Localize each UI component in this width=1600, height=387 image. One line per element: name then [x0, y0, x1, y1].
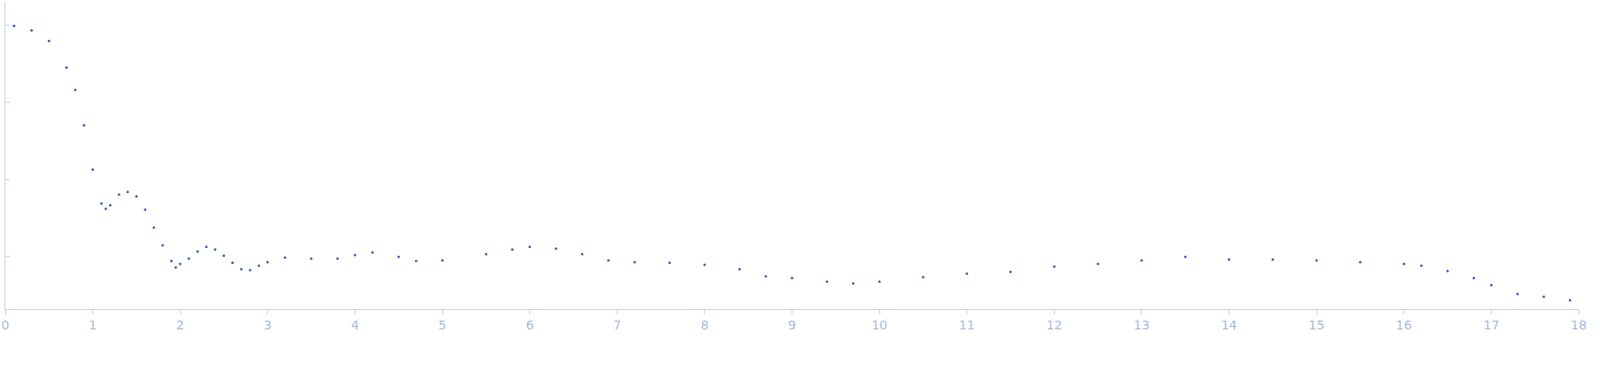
svg-text:18: 18	[1570, 318, 1587, 333]
svg-text:4: 4	[351, 318, 360, 333]
svg-text:2: 2	[176, 318, 185, 333]
svg-text:7: 7	[613, 318, 622, 333]
svg-text:11: 11	[959, 318, 976, 333]
svg-text:8: 8	[700, 318, 709, 333]
svg-text:14: 14	[1221, 318, 1238, 333]
svg-text:15: 15	[1308, 318, 1325, 333]
svg-text:16: 16	[1396, 318, 1413, 333]
svg-text:9: 9	[788, 318, 797, 333]
svg-text:1: 1	[88, 318, 97, 333]
svg-text:6: 6	[525, 318, 534, 333]
svg-text:13: 13	[1133, 318, 1150, 333]
svg-text:12: 12	[1045, 318, 1062, 333]
svg-text:5: 5	[438, 318, 447, 333]
svg-text:3: 3	[263, 318, 272, 333]
svg-text:10: 10	[871, 318, 888, 333]
svg-text:0: 0	[1, 318, 10, 333]
svg-text:17: 17	[1482, 318, 1499, 333]
